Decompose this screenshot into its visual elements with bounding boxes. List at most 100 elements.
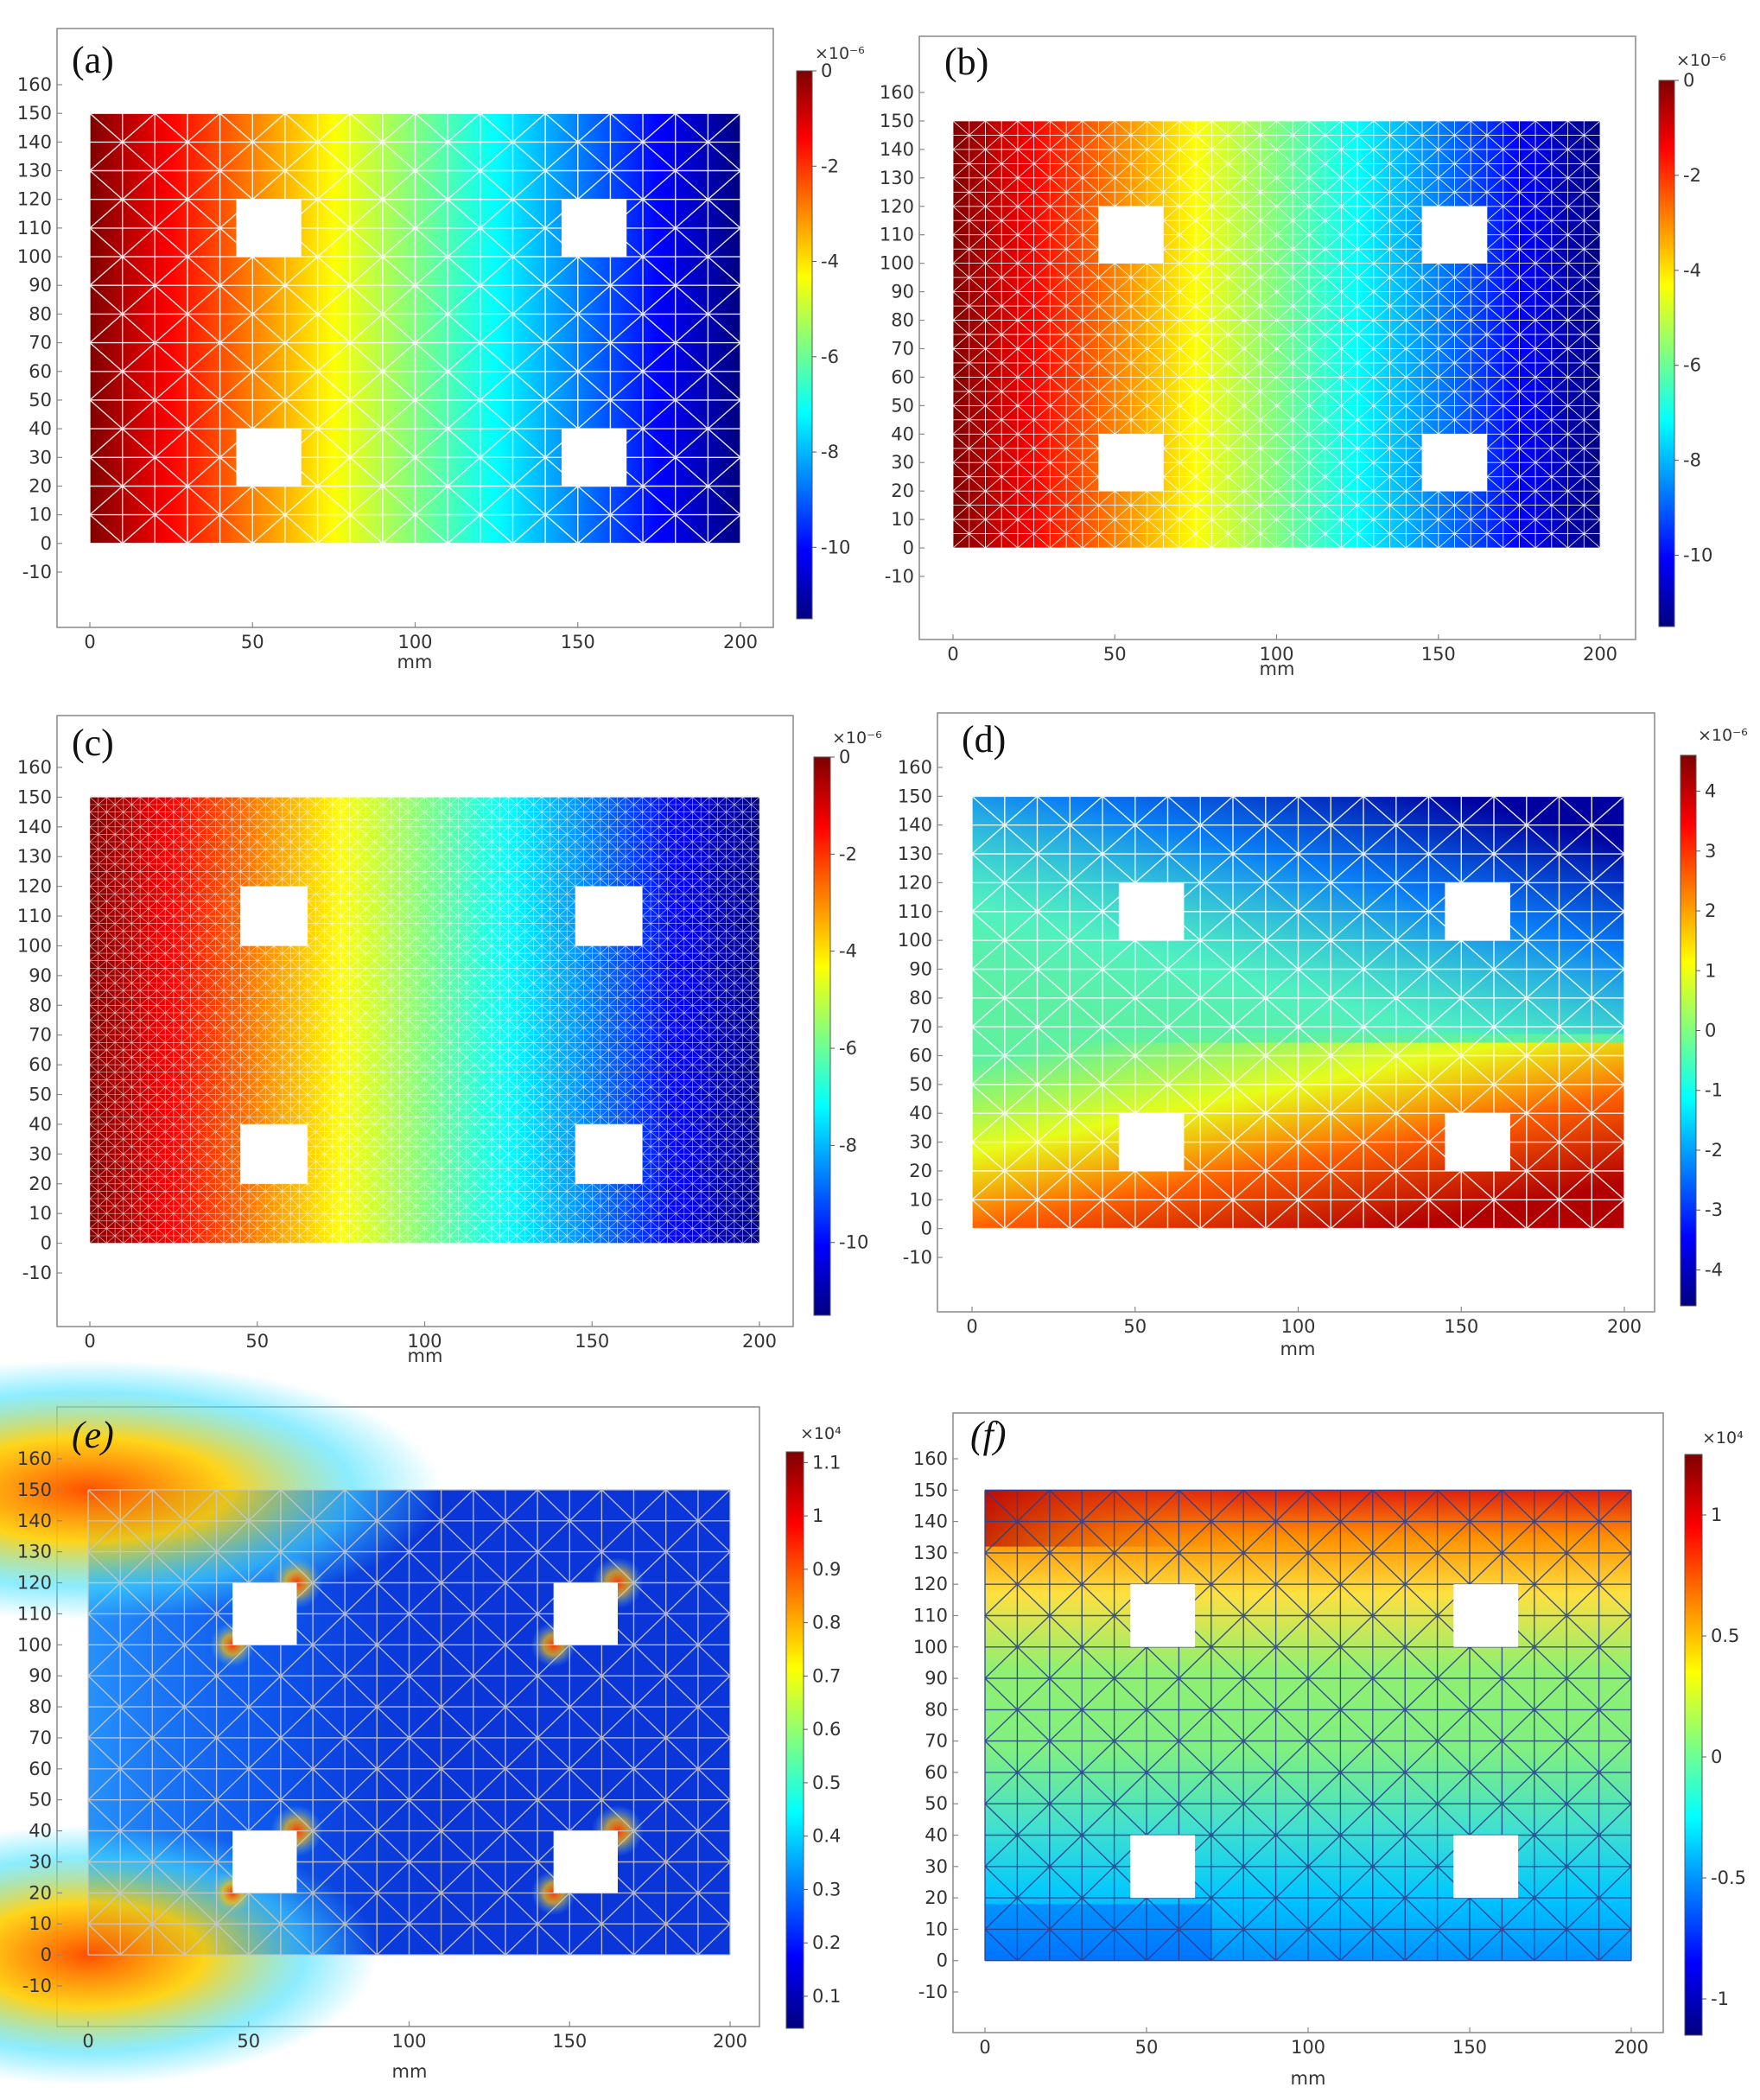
colorbar-tick-label: -2 [839,843,857,864]
y-tick-label: 50 [29,1085,52,1105]
colorbar [1680,754,1697,1307]
y-tick-label: 70 [909,1016,932,1037]
y-tick-label: 70 [924,1731,948,1752]
panel-label: (c) [72,722,114,764]
y-tick-label: 80 [924,1699,948,1720]
x-tick-label: 50 [1103,644,1127,665]
y-tick-label: 130 [913,1543,948,1563]
y-tick-label: 150 [17,1480,52,1500]
colorbar-tick-label: 1 [1705,960,1716,981]
y-tick-label: 40 [909,1103,932,1123]
colorbar [813,756,831,1316]
panel-e: mm ×10⁴ -1001020304050607080901001101201… [0,1359,842,2085]
y-tick-label: 50 [924,1793,948,1814]
hole [553,1830,618,1893]
x-tick-label: 0 [947,644,958,665]
x-tick-label: 200 [723,632,758,652]
colorbar-tick-label: 0.1 [812,1986,841,2007]
panel-label: (a) [72,39,114,81]
panel-c: mm ×10⁻⁶ -10 0 10 20 30 40 50 60 70 80 90 100 110 120… [17,715,882,1366]
y-tick-label: 160 [17,757,52,778]
colorbar-tick-label: -2 [821,156,839,176]
y-tick-label: 0 [41,1944,52,1965]
colorbar-tick-label: -4 [839,941,857,962]
y-tick-label: 10 [29,505,52,525]
y-tick-label: 150 [17,103,52,124]
x-tick-label: 50 [1123,1316,1147,1337]
y-tick-label: 110 [880,225,914,245]
colorbar-tick-label: 2 [1705,900,1716,921]
x-tick-label: 200 [1607,1316,1642,1337]
y-tick-label: 20 [924,1887,948,1908]
y-tick-label: 60 [29,361,52,382]
colorbar-exponent: ×10⁴ [1702,1429,1744,1448]
y-tick-label: 130 [17,846,52,867]
hole [575,886,643,946]
mesh-lines [971,795,1625,1230]
mesh [971,795,1625,1230]
y-tick-label: 100 [17,935,52,956]
panel-label: (d) [962,718,1006,760]
hole [1422,434,1487,492]
y-tick-label: 160 [913,1448,948,1469]
colorbar-tick-label: 0 [1705,1021,1716,1041]
hole [1118,1113,1185,1171]
y-tick-label: 40 [29,1821,52,1842]
y-tick-label: 50 [891,395,914,416]
x-tick-label: 150 [1421,644,1456,665]
y-tick-label: 90 [29,275,52,296]
y-tick-label: 20 [891,480,914,501]
y-tick-label: 100 [880,253,914,274]
colorbar-tick-label: 0.5 [1711,1626,1739,1646]
y-tick-label: 70 [29,333,52,353]
x-axis-label: mm [397,652,433,672]
y-tick-label: 80 [29,1696,52,1717]
y-tick-label: 160 [17,1448,52,1469]
mesh [89,112,741,544]
y-tick-label: 130 [17,161,52,181]
y-tick-label: 80 [29,303,52,324]
x-tick-label: 0 [84,632,95,652]
colorbar-tick-label: 0.6 [812,1719,841,1740]
y-tick-label: 110 [17,906,52,926]
y-tick-label: 120 [17,1573,52,1594]
y-tick-label: 40 [29,1114,52,1135]
y-tick-label: 140 [17,817,52,837]
x-tick-label: 150 [552,2031,587,2052]
y-tick-label: -10 [22,1976,52,1996]
mesh-lines [952,120,1601,549]
colorbar-tick-label: -10 [1683,545,1712,566]
y-tick-label: 50 [29,390,52,410]
mesh [89,797,760,1244]
y-tick-label: 140 [880,139,914,160]
y-tick-label: -10 [22,562,52,582]
y-tick-label: 50 [909,1074,932,1095]
mesh-lines [89,797,760,1244]
x-tick-label: 0 [84,1331,95,1352]
mesh [87,1489,731,1956]
x-tick-label: 50 [1135,2037,1159,2058]
hole [553,1582,618,1645]
y-tick-label: 150 [17,786,52,807]
colorbar [796,70,813,620]
colorbar-exponent: ×10⁴ [800,1424,842,1443]
hole [1422,206,1487,264]
y-tick-label: 150 [913,1480,948,1500]
colorbar-tick-label: -10 [839,1232,868,1253]
colorbar [1658,80,1675,627]
y-tick-label: 120 [880,196,914,217]
hole [232,1830,297,1893]
y-tick-label: 80 [891,310,914,331]
colorbar-tick-label: -4 [821,251,839,272]
y-tick-label: -10 [903,1247,932,1268]
x-tick-label: 100 [1291,2037,1325,2058]
x-axis-label: mm [1260,659,1295,679]
y-tick-label: 130 [17,1542,52,1562]
y-tick-label: 20 [29,1882,52,1903]
colorbar-tick-label: -6 [821,347,839,367]
y-tick-label: 70 [29,1728,52,1748]
x-axis-label: mm [392,2061,428,2082]
y-tick-label: 0 [921,1219,932,1239]
y-tick-label: 110 [17,1603,52,1624]
